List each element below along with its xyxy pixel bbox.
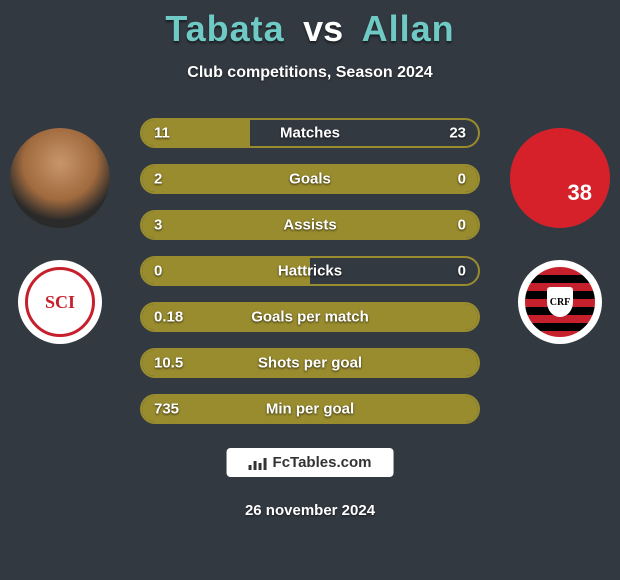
stat-left-value: 0 [154,263,162,280]
stat-left-value: 0.18 [154,309,183,326]
stat-row: 0 Hattricks 0 [140,256,480,286]
internacional-crest-icon: SCI [25,267,95,337]
stat-row: 735 Min per goal [140,394,480,424]
stat-row: 3 Assists 0 [140,210,480,240]
player2-club-badge: CRF [518,260,602,344]
comparison-title: Tabata vs Allan [0,0,620,50]
stat-label: Goals per match [251,309,369,326]
vs-text: vs [303,8,343,49]
chart-icon [249,456,267,470]
stat-left-value: 10.5 [154,355,183,372]
stat-label: Min per goal [266,401,354,418]
player2-jersey-placeholder: 38 [510,128,610,228]
player1-name: Tabata [165,8,284,49]
stat-label: Goals [289,171,331,188]
player1-face-placeholder [10,128,110,228]
player2-name: Allan [362,8,455,49]
subtitle: Club competitions, Season 2024 [0,64,620,82]
stat-left-value: 2 [154,171,162,188]
player1-club-badge: SCI [18,260,102,344]
stat-right-value: 23 [449,125,466,142]
watermark: FcTables.com [227,448,394,477]
stats-section: 11 Matches 23 2 Goals 0 3 Assists 0 0 Hattricks 0 0.… [140,118,480,440]
date-text: 26 november 2024 [0,502,620,519]
player2-photo: 38 [510,128,610,228]
stat-label: Matches [280,125,340,142]
stat-label: Assists [283,217,336,234]
stat-left-value: 3 [154,217,162,234]
stat-row: 10.5 Shots per goal [140,348,480,378]
flamengo-crest-icon: CRF [525,267,595,337]
stat-row: 11 Matches 23 [140,118,480,148]
stat-right-value: 0 [458,217,466,234]
stat-left-value: 11 [154,125,170,142]
stat-label: Hattricks [278,263,342,280]
stat-right-value: 0 [458,171,466,188]
flamengo-shield-icon: CRF [547,287,573,317]
player1-photo [10,128,110,228]
stat-left-value: 735 [154,401,179,418]
watermark-text: FcTables.com [273,454,372,471]
stat-label: Shots per goal [258,355,362,372]
stat-row: 0.18 Goals per match [140,302,480,332]
stat-row: 2 Goals 0 [140,164,480,194]
player2-jersey-number: 38 [568,180,592,206]
stat-right-value: 0 [458,263,466,280]
